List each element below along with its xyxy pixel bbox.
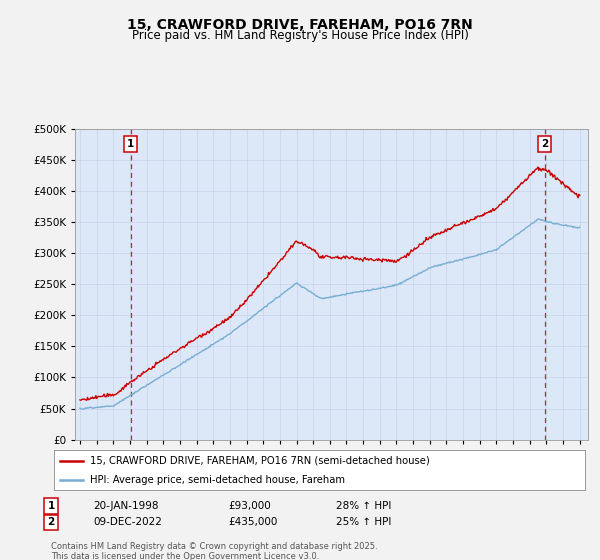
Text: Price paid vs. HM Land Registry's House Price Index (HPI): Price paid vs. HM Land Registry's House …	[131, 29, 469, 42]
Text: 09-DEC-2022: 09-DEC-2022	[93, 517, 162, 528]
Text: 15, CRAWFORD DRIVE, FAREHAM, PO16 7RN: 15, CRAWFORD DRIVE, FAREHAM, PO16 7RN	[127, 18, 473, 32]
Text: 28% ↑ HPI: 28% ↑ HPI	[336, 501, 391, 511]
Text: HPI: Average price, semi-detached house, Fareham: HPI: Average price, semi-detached house,…	[90, 474, 345, 484]
Text: £435,000: £435,000	[228, 517, 277, 528]
Text: 1: 1	[47, 501, 55, 511]
Text: £93,000: £93,000	[228, 501, 271, 511]
Text: Contains HM Land Registry data © Crown copyright and database right 2025.
This d: Contains HM Land Registry data © Crown c…	[51, 542, 377, 560]
Text: 2: 2	[47, 517, 55, 528]
Text: 15, CRAWFORD DRIVE, FAREHAM, PO16 7RN (semi-detached house): 15, CRAWFORD DRIVE, FAREHAM, PO16 7RN (s…	[90, 456, 430, 466]
Text: 1: 1	[127, 139, 134, 150]
Text: 20-JAN-1998: 20-JAN-1998	[93, 501, 158, 511]
Text: 25% ↑ HPI: 25% ↑ HPI	[336, 517, 391, 528]
Text: 2: 2	[541, 139, 548, 150]
